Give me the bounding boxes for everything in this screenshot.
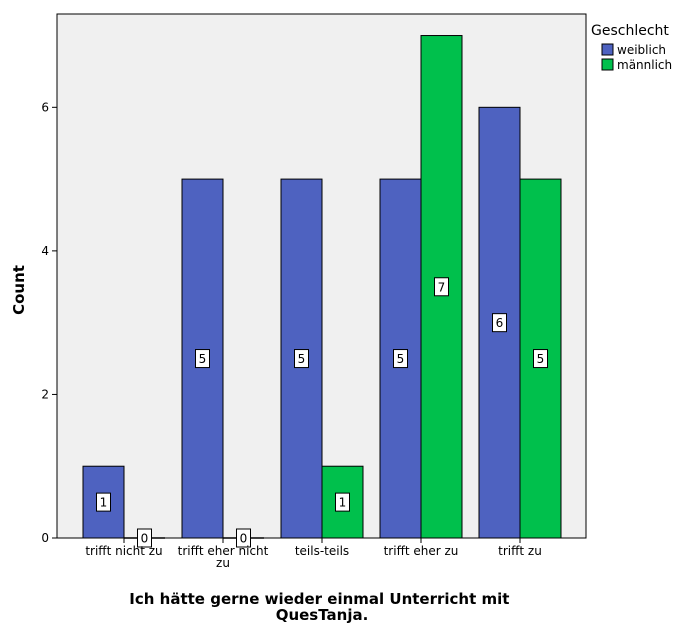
data-label-box-männlich-0: [137, 528, 152, 548]
x-tick-label-4: trifft zu: [498, 544, 542, 558]
x-tick-label-0: trifft nicht zu: [85, 544, 162, 558]
data-label-weiblich-3: 5: [397, 352, 405, 366]
data-label-männlich-2: 1: [339, 496, 347, 510]
data-label-männlich-3: 7: [438, 280, 446, 294]
x-tick-label-3: trifft eher zu: [384, 544, 459, 558]
data-label-box-weiblich-1: [195, 349, 210, 369]
data-label-box-weiblich-0: [96, 492, 111, 512]
x-axis-label: Ich hätte gerne wieder einmal Unterricht…: [129, 590, 514, 624]
data-label-weiblich-2: 5: [298, 352, 306, 366]
y-axis: 0 2 4 6: [41, 100, 57, 545]
data-label-box-männlich-3: [434, 277, 449, 297]
y-tick-label-2: 4: [41, 244, 49, 258]
data-label-box-männlich-2: [335, 492, 350, 512]
data-label-weiblich-4: 6: [496, 316, 504, 330]
y-tick-label-3: 6: [41, 100, 49, 114]
data-label-box-männlich-1: [236, 528, 251, 548]
legend-swatch-weiblich: [601, 43, 614, 56]
data-label-box-weiblich-2: [294, 349, 309, 369]
data-label-box-weiblich-4: [492, 313, 507, 333]
x-axis-label-line-1: Ich hätte gerne wieder einmal Unterricht…: [129, 590, 509, 608]
y-tick-label-1: 2: [41, 387, 49, 401]
data-label-box-weiblich-3: [393, 349, 408, 369]
data-label-box-männlich-4: [533, 349, 548, 369]
x-axis-label-line-2: QuesTanja.: [276, 606, 369, 624]
data-label-weiblich-1: 5: [199, 352, 207, 366]
y-axis-label: Count: [10, 265, 28, 315]
legend-title: Geschlecht: [591, 23, 669, 39]
x-tick-label-1: trifft eher nicht zu: [178, 544, 269, 570]
data-label-männlich-0: 0: [141, 532, 149, 546]
legend-swatch-männlich: [601, 58, 614, 71]
x-axis: trifft nicht zu trifft eher nicht zu teils-…: [85, 538, 542, 570]
legend-label-weiblich: weiblich: [617, 43, 666, 57]
data-label-männlich-1: 0: [240, 532, 248, 546]
data-label-männlich-4: 5: [537, 352, 545, 366]
data-label-weiblich-0: 1: [100, 496, 108, 510]
y-tick-label-0: 0: [41, 531, 49, 545]
legend-label-männlich: männlich: [617, 58, 672, 72]
x-tick-label-2: teils-teils: [295, 544, 349, 558]
